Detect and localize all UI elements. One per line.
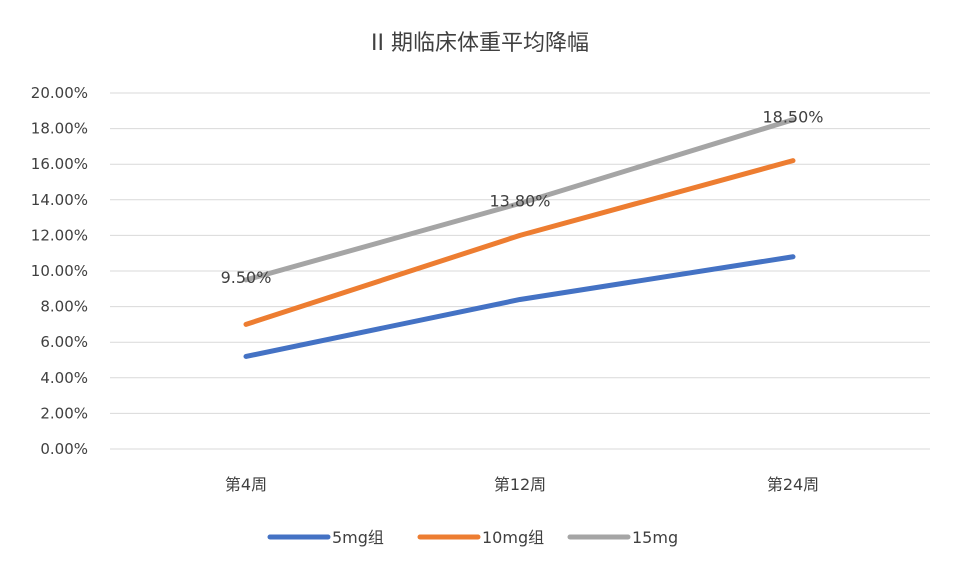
y-tick-label: 18.00% bbox=[31, 120, 88, 138]
y-tick-label: 10.00% bbox=[31, 262, 88, 280]
chart-title: II 期临床体重平均降幅 bbox=[371, 31, 589, 56]
data-label: 13.80% bbox=[489, 191, 550, 210]
y-axis-ticks: 0.00% 2.00% 4.00% 6.00% 8.00% 10.00% 12.00% 14.… bbox=[31, 84, 88, 458]
series-lines bbox=[243, 117, 796, 359]
gridlines bbox=[110, 92, 930, 450]
series-line-3 bbox=[243, 117, 796, 283]
x-category-label: 第24周 bbox=[767, 475, 819, 494]
y-tick-label: 2.00% bbox=[40, 404, 88, 422]
y-tick-label: 8.00% bbox=[40, 298, 88, 316]
legend: 5mg组 10mg组 15mg bbox=[267, 528, 678, 547]
legend-label: 15mg bbox=[632, 528, 678, 547]
series-line-1 bbox=[243, 254, 796, 359]
series-line-2 bbox=[243, 158, 796, 327]
y-tick-label: 16.00% bbox=[31, 155, 88, 173]
legend-label: 10mg组 bbox=[482, 528, 544, 547]
x-axis-categories: 第4周 第12周 第24周 bbox=[225, 475, 819, 494]
data-label: 18.50% bbox=[762, 108, 823, 127]
x-category-label: 第4周 bbox=[225, 475, 267, 494]
y-tick-label: 12.00% bbox=[31, 226, 88, 244]
data-label: 9.50% bbox=[221, 268, 272, 287]
data-labels: 9.50% 13.80% 18.50% bbox=[221, 108, 824, 287]
x-category-label: 第12周 bbox=[494, 475, 546, 494]
y-tick-label: 4.00% bbox=[40, 369, 88, 387]
y-tick-label: 0.00% bbox=[40, 440, 88, 458]
y-tick-label: 20.00% bbox=[31, 84, 88, 102]
y-tick-label: 14.00% bbox=[31, 191, 88, 209]
y-tick-label: 6.00% bbox=[40, 333, 88, 351]
legend-label: 5mg组 bbox=[332, 528, 384, 547]
